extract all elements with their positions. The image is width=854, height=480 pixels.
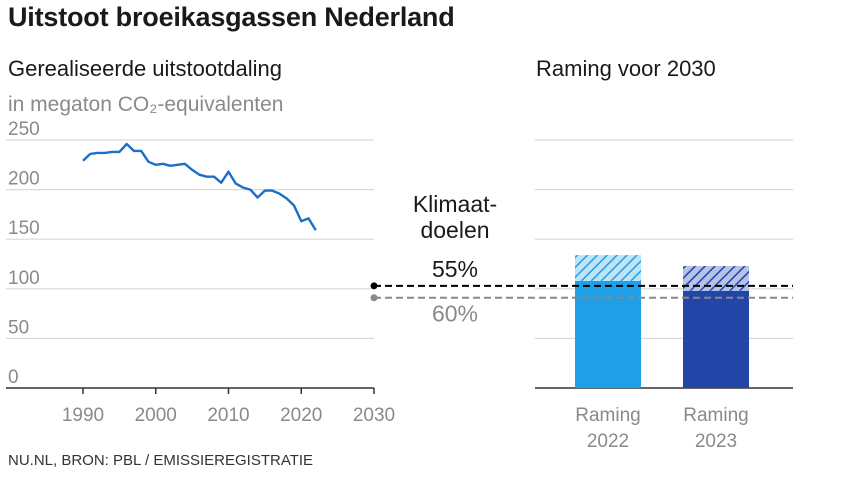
y-tick-label: 50 — [8, 317, 29, 338]
bar-uncertainty-raming-2023 — [683, 265, 749, 291]
right-panel-title: Raming voor 2030 — [536, 56, 716, 81]
x-tick-label: 2000 — [135, 405, 177, 426]
category-label: Raming — [683, 405, 748, 426]
y-tick-label: 0 — [8, 367, 19, 388]
x-tick-label: 2030 — [353, 405, 395, 426]
target-label: 60% — [432, 301, 478, 327]
category-label: 2022 — [587, 431, 629, 452]
target-dot — [370, 282, 378, 290]
x-tick-label: 1990 — [62, 405, 104, 426]
y-tick-label: 100 — [8, 268, 40, 289]
y-tick-label: 150 — [8, 218, 40, 239]
chart-title: Uitstoot broeikasgassen Nederland — [8, 2, 455, 32]
x-tick-label: 2010 — [207, 405, 249, 426]
targets-label: doelen — [420, 217, 489, 243]
category-label: 2023 — [695, 431, 737, 452]
source-label: NU.NL, BRON: PBL / EMISSIEREGISTRATIE — [8, 452, 314, 469]
category-label: Raming — [575, 405, 640, 426]
y-tick-label: 250 — [8, 119, 40, 140]
emissions-line — [82, 142, 317, 231]
unit-label: in megaton CO₂-equivalenten — [8, 93, 284, 116]
left-panel-title: Gerealiseerde uitstootdaling — [8, 56, 282, 81]
bar-uncertainty-raming-2022 — [575, 255, 641, 281]
y-tick-label: 200 — [8, 169, 40, 190]
x-tick-label: 2020 — [280, 405, 322, 426]
targets-label: Klimaat- — [413, 191, 497, 217]
target-dot — [370, 294, 378, 302]
bar-raming-2023 — [683, 290, 749, 388]
target-label: 55% — [432, 256, 478, 282]
